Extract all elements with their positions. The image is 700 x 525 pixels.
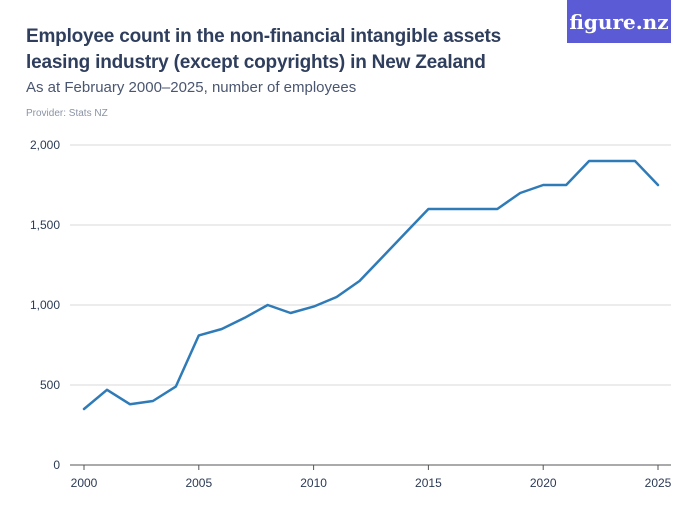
x-tick-label: 2005	[185, 476, 212, 490]
provider-label: Provider: Stats NZ	[26, 108, 108, 119]
data-point[interactable]	[494, 206, 500, 212]
y-tick-label: 1,500	[30, 218, 60, 232]
data-point[interactable]	[402, 230, 408, 236]
y-tick-label: 2,000	[30, 138, 60, 152]
data-point[interactable]	[425, 206, 431, 212]
data-point[interactable]	[127, 401, 133, 407]
data-point[interactable]	[379, 254, 385, 260]
data-point[interactable]	[563, 182, 569, 188]
x-tick-label: 2020	[530, 476, 557, 490]
data-point[interactable]	[242, 315, 248, 321]
data-point[interactable]	[540, 182, 546, 188]
data-point[interactable]	[632, 158, 638, 164]
data-point[interactable]	[173, 384, 179, 390]
chart-title: Employee count in the non-financial inta…	[26, 26, 502, 73]
x-tick-label: 2010	[300, 476, 327, 490]
y-tick-label: 500	[40, 378, 60, 392]
data-point[interactable]	[655, 182, 661, 188]
data-point[interactable]	[288, 310, 294, 316]
data-point[interactable]	[265, 302, 271, 308]
data-point[interactable]	[448, 206, 454, 212]
y-axis: 0 500 1,000 1,500 2,000	[30, 138, 60, 472]
chart-subtitle: As at February 2000–2025, number of empl…	[26, 79, 357, 96]
data-point[interactable]	[517, 190, 523, 196]
grid-lines	[70, 144, 671, 466]
figure-nz-logo[interactable]: figure.nz	[567, 0, 671, 43]
data-point[interactable]	[586, 158, 592, 164]
y-tick-label: 1,000	[30, 298, 60, 312]
data-point[interactable]	[150, 398, 156, 404]
data-point[interactable]	[104, 387, 110, 393]
x-tick-label: 2015	[415, 476, 442, 490]
data-point[interactable]	[81, 406, 87, 412]
x-tick-label: 2000	[71, 476, 98, 490]
data-point[interactable]	[357, 278, 363, 284]
y-tick-label: 0	[53, 458, 60, 472]
data-point[interactable]	[334, 294, 340, 300]
x-tick-label: 2025	[645, 476, 672, 490]
series-line	[82, 159, 660, 411]
x-axis: 2000 2005 2010 2015 2020 2025	[71, 465, 672, 490]
data-point[interactable]	[219, 326, 225, 332]
data-point[interactable]	[609, 158, 615, 164]
data-point[interactable]	[311, 304, 317, 310]
series-layer	[81, 158, 661, 412]
data-point[interactable]	[196, 332, 202, 338]
data-point[interactable]	[471, 206, 477, 212]
